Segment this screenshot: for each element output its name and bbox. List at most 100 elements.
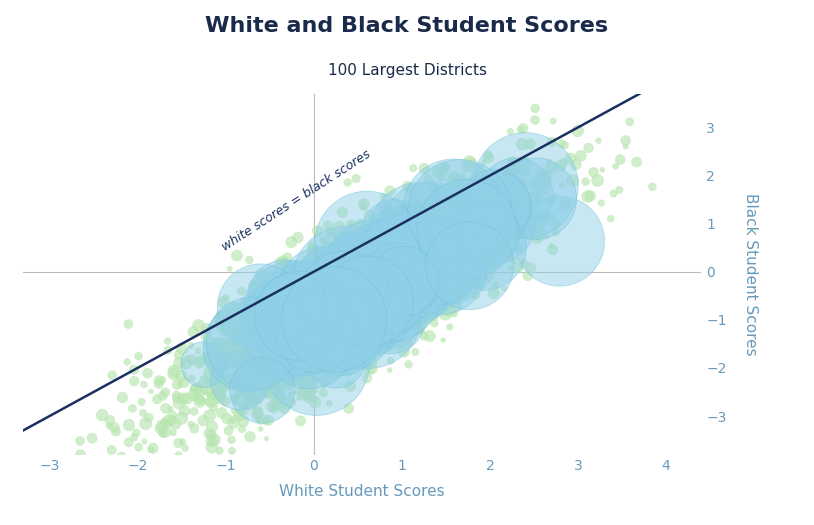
Point xyxy=(278,341,291,350)
Point xyxy=(155,428,168,437)
Point xyxy=(467,179,480,187)
Point xyxy=(407,240,420,249)
Point xyxy=(374,289,387,297)
Point xyxy=(290,370,303,378)
Point xyxy=(380,255,393,264)
Point xyxy=(398,258,411,267)
Point xyxy=(455,223,468,232)
Point xyxy=(260,331,273,340)
Point xyxy=(282,337,295,345)
Point xyxy=(215,408,228,417)
Point xyxy=(364,346,377,354)
Point xyxy=(454,271,467,280)
Point xyxy=(428,263,441,271)
Point xyxy=(228,313,241,322)
Point xyxy=(422,263,435,271)
Point xyxy=(304,338,317,346)
Point xyxy=(211,367,224,375)
Point xyxy=(442,242,455,250)
Point xyxy=(250,346,263,355)
Point xyxy=(292,297,305,305)
Point xyxy=(417,306,430,314)
Point xyxy=(335,285,348,293)
Point xyxy=(329,311,342,320)
Point xyxy=(239,356,252,364)
Point xyxy=(300,311,313,319)
Point xyxy=(474,258,487,267)
Point xyxy=(449,237,462,246)
Point xyxy=(292,311,305,320)
Point xyxy=(285,390,298,398)
Point xyxy=(309,335,322,343)
Point xyxy=(318,239,331,247)
Point xyxy=(322,256,335,264)
Point xyxy=(329,288,342,297)
Point xyxy=(300,383,313,391)
Point xyxy=(389,282,402,290)
Point xyxy=(461,273,474,281)
Point xyxy=(230,304,243,313)
Point xyxy=(446,236,459,245)
Point xyxy=(342,308,355,317)
Point xyxy=(300,297,313,305)
Point xyxy=(522,200,535,208)
Point xyxy=(488,202,501,211)
Point xyxy=(247,294,260,302)
Point xyxy=(470,265,483,273)
Point xyxy=(437,250,450,259)
Point xyxy=(492,229,505,237)
Point xyxy=(220,374,233,383)
Point xyxy=(275,302,288,311)
Point xyxy=(256,281,269,290)
Point xyxy=(538,171,551,179)
Point xyxy=(380,224,393,232)
Point xyxy=(237,363,250,372)
Point xyxy=(414,262,427,271)
Point xyxy=(396,238,409,246)
Point xyxy=(377,266,390,274)
Point xyxy=(409,248,422,257)
Point xyxy=(379,279,392,287)
Point xyxy=(317,295,330,303)
Point xyxy=(175,414,188,423)
Point xyxy=(331,297,344,306)
Point xyxy=(175,372,188,380)
Point xyxy=(266,313,279,322)
Point xyxy=(251,410,264,418)
Point xyxy=(316,255,329,263)
Point xyxy=(260,417,273,425)
Point xyxy=(449,213,462,221)
Point xyxy=(418,249,431,258)
Point xyxy=(439,211,452,219)
Point xyxy=(210,380,223,388)
Point xyxy=(466,244,479,252)
Point xyxy=(265,325,278,333)
Point xyxy=(425,247,438,256)
Point xyxy=(248,327,261,335)
Point xyxy=(433,264,446,272)
Point xyxy=(387,246,400,254)
Point xyxy=(364,253,377,261)
Point xyxy=(418,260,431,269)
Point xyxy=(332,305,345,313)
Point xyxy=(511,264,524,272)
Point xyxy=(243,256,256,264)
Point xyxy=(392,285,405,293)
Point xyxy=(444,262,457,271)
Point xyxy=(267,400,280,408)
Point xyxy=(401,230,414,239)
Point xyxy=(529,194,542,203)
Point xyxy=(247,376,260,385)
Point xyxy=(323,281,336,290)
Point xyxy=(457,288,470,296)
Point xyxy=(293,314,306,323)
Point xyxy=(357,198,370,206)
Point xyxy=(326,243,339,251)
Point xyxy=(402,254,415,262)
Point xyxy=(440,217,453,225)
Point xyxy=(374,318,387,327)
Point xyxy=(366,274,379,282)
Point xyxy=(330,354,343,362)
Point xyxy=(457,173,470,181)
Point xyxy=(457,242,470,250)
